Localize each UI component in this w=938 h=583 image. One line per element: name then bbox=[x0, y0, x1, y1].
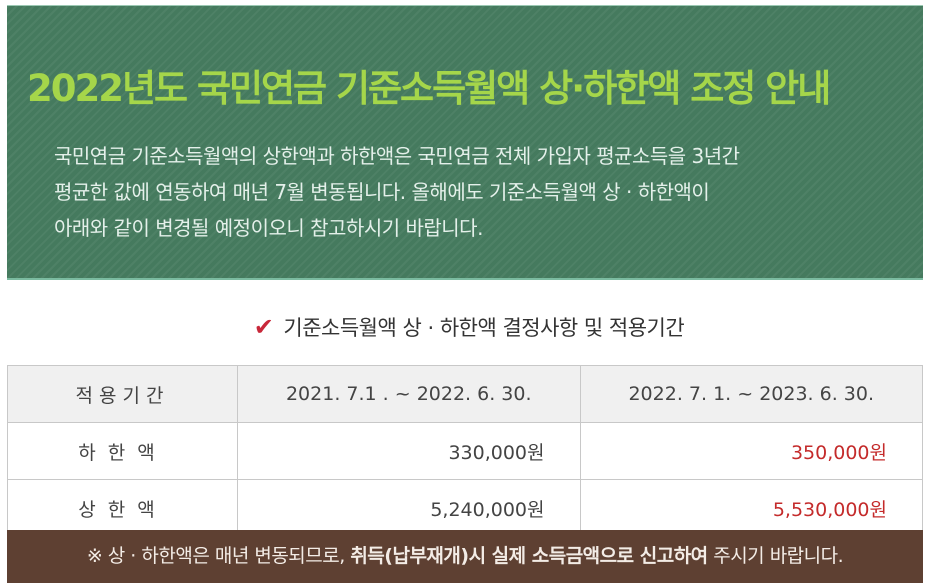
upper-prev-value: 5,240,000원 bbox=[237, 479, 581, 537]
table-row: 하한액 330,000원 350,000원 bbox=[7, 422, 923, 480]
table-row: 상한액 5,240,000원 5,530,000원 bbox=[7, 479, 923, 537]
section-heading: ✔ 기준소득월액 상 · 하한액 결정사항 및 적용기간 bbox=[0, 312, 938, 342]
banner-description: 국민연금 기준소득월액의 상한액과 하한액은 국민연금 전체 가입자 평균소득을… bbox=[54, 138, 740, 246]
banner-title: 2022년도 국민연금 기준소득월액 상·하한액 조정 안내 bbox=[27, 67, 831, 110]
footer-note: ※ 상 · 하한액은 매년 변동되므로, 취득(납부재개)시 실제 소득금액으로… bbox=[7, 530, 923, 583]
row-label-lower: 하한액 bbox=[7, 422, 238, 480]
description-line: 아래와 같이 변경될 예정이오니 참고하시기 바랍니다. bbox=[54, 216, 483, 240]
header-prev-period: 2021. 7.1 . ~ 2022. 6. 30. bbox=[237, 365, 581, 423]
footer-suffix: 주시기 바랍니다. bbox=[707, 545, 844, 567]
header-period: 적용기간 bbox=[7, 365, 238, 423]
limits-table: 적용기간 2021. 7.1 . ~ 2022. 6. 30. 2022. 7.… bbox=[7, 365, 923, 537]
notice-banner: 2022년도 국민연금 기준소득월액 상·하한액 조정 안내 국민연금 기준소득… bbox=[7, 5, 923, 280]
header-next-period: 2022. 7. 1. ~ 2023. 6. 30. bbox=[579, 365, 923, 423]
section-heading-text: 기준소득월액 상 · 하한액 결정사항 및 적용기간 bbox=[283, 316, 685, 340]
upper-next-value: 5,530,000원 bbox=[579, 479, 923, 537]
lower-next-value: 350,000원 bbox=[579, 422, 923, 480]
checkmark-icon: ✔ bbox=[253, 313, 274, 341]
table-header-row: 적용기간 2021. 7.1 . ~ 2022. 6. 30. 2022. 7.… bbox=[7, 365, 923, 423]
description-line: 국민연금 기준소득월액의 상한액과 하한액은 국민연금 전체 가입자 평균소득을… bbox=[54, 144, 740, 168]
lower-prev-value: 330,000원 bbox=[237, 422, 581, 480]
footer-prefix: ※ 상 · 하한액은 매년 변동되므로, bbox=[86, 545, 351, 567]
row-label-upper: 상한액 bbox=[7, 479, 238, 537]
description-line: 평균한 값에 연동하여 매년 7월 변동됩니다. 올해에도 기준소득월액 상 ·… bbox=[54, 180, 710, 204]
footer-bold: 취득(납부재개)시 실제 소득금액으로 신고하여 bbox=[350, 545, 708, 567]
